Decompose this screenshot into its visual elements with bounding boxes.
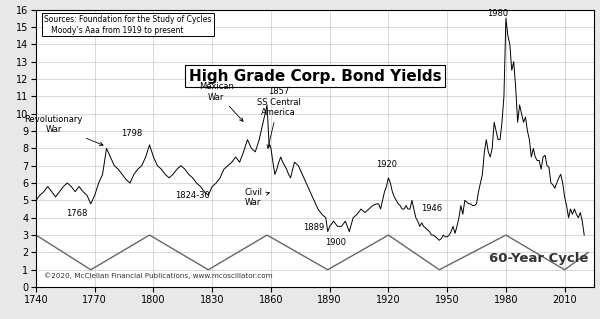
Text: 60-Year Cycle: 60-Year Cycle: [489, 252, 589, 265]
Text: 1920: 1920: [376, 160, 397, 169]
Text: 1900: 1900: [325, 238, 346, 247]
Text: 1946: 1946: [421, 204, 442, 212]
Text: 1889: 1889: [304, 223, 325, 232]
Text: Sources: Foundation for the Study of Cycles
   Moody’s Aaa from 1919 to present: Sources: Foundation for the Study of Cyc…: [44, 15, 212, 34]
Text: Mexican
War: Mexican War: [199, 82, 243, 121]
Text: ©2020, McClellan Financial Publications, www.mcoscillator.com: ©2020, McClellan Financial Publications,…: [44, 272, 273, 279]
Text: 1857
SS Central
America: 1857 SS Central America: [257, 87, 301, 148]
Text: 1980: 1980: [488, 9, 509, 18]
Text: 1798: 1798: [121, 129, 143, 138]
Text: 1824-30: 1824-30: [175, 191, 210, 200]
Text: Revolutionary
War: Revolutionary War: [25, 115, 103, 145]
Text: 1768: 1768: [67, 209, 88, 218]
Text: High Grade Corp. Bond Yields: High Grade Corp. Bond Yields: [188, 69, 442, 84]
Text: Civil
War: Civil War: [244, 188, 269, 207]
